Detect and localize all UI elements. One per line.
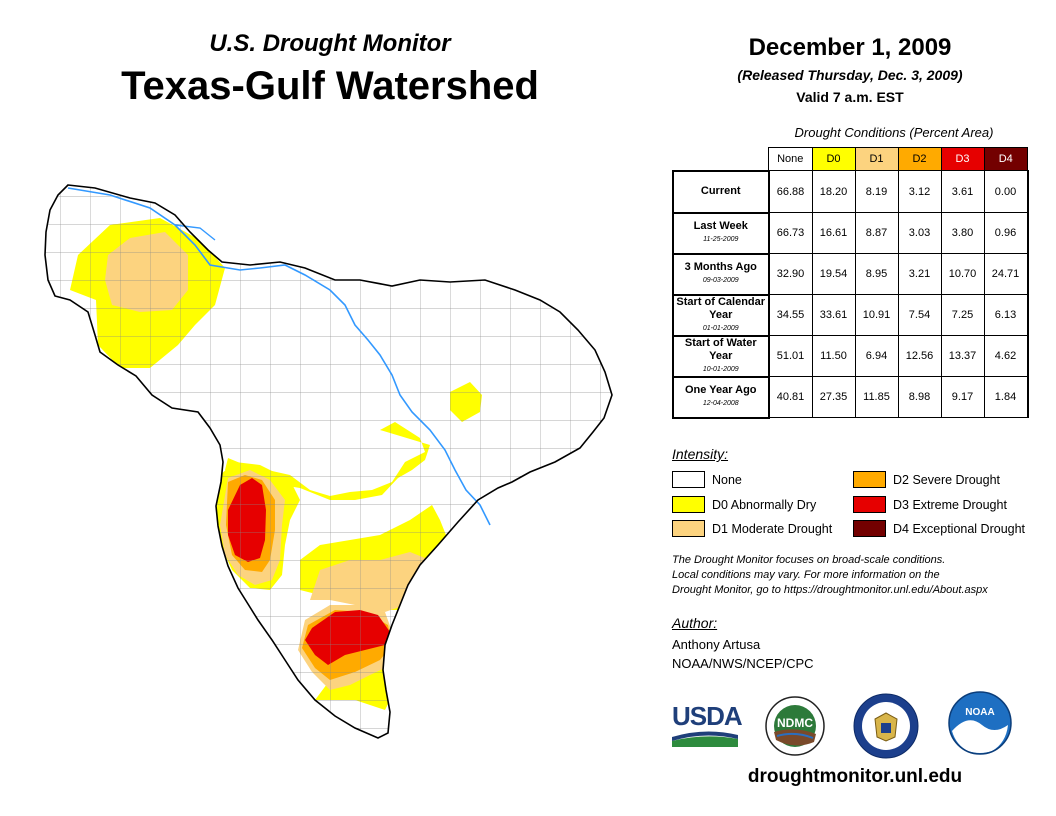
disclaimer-note: The Drought Monitor focuses on broad-sca… xyxy=(672,553,1042,598)
cell-value: 27.35 xyxy=(811,376,856,418)
table-corner xyxy=(673,147,769,171)
county-boundaries xyxy=(45,185,612,738)
cell-value: 13.37 xyxy=(940,335,985,377)
legend-title: Intensity: xyxy=(672,446,729,462)
legend-item-d1: D1 Moderate Drought xyxy=(672,520,832,537)
col-d1: D1 xyxy=(854,147,899,171)
usda-logo: USDA xyxy=(672,703,743,749)
author-heading: Author: xyxy=(672,615,718,631)
river-branch xyxy=(174,224,216,241)
legend-label: D4 Exceptional Drought xyxy=(893,521,1026,536)
legend-label: D0 Abnormally Dry xyxy=(712,497,817,512)
col-d3: D3 xyxy=(940,147,985,171)
legend-swatch xyxy=(853,496,886,513)
note-line: Drought Monitor, go to https://droughtmo… xyxy=(672,584,988,596)
cell-value: 40.81 xyxy=(768,376,813,418)
cell-value: 8.95 xyxy=(854,253,899,295)
cell-value: 11.50 xyxy=(811,335,856,377)
table-row: Start of Calendar Year 01-01-2009 34.55 3… xyxy=(672,293,1029,337)
legend-label: D1 Moderate Drought xyxy=(712,521,833,536)
table-row: Last Week 11-25-2009 66.73 16.61 8.87 3.0… xyxy=(672,211,1029,255)
map-super-title: U.S. Drought Monitor xyxy=(209,30,451,57)
table-row: Current 66.88 18.20 8.19 3.12 3.61 0.00 xyxy=(672,169,1029,214)
row-label: Current xyxy=(672,169,770,214)
cell-value: 11.85 xyxy=(854,376,899,418)
cell-value: 34.55 xyxy=(768,294,813,336)
col-none: None xyxy=(768,147,813,171)
table-row: Start of Water Year 10-01-2009 51.01 11.5… xyxy=(672,334,1029,378)
cell-value: 3.21 xyxy=(897,253,942,295)
legend-swatch xyxy=(853,520,886,537)
valid-time: Valid 7 a.m. EST xyxy=(796,89,904,105)
legend-swatch xyxy=(672,496,705,513)
cell-value: 0.00 xyxy=(983,170,1029,213)
row-label: 3 Months Ago 09-03-2009 xyxy=(672,252,770,296)
table-row: One Year Ago 12-04-2008 40.81 27.35 11.85… xyxy=(672,375,1029,419)
cell-value: 32.90 xyxy=(768,253,813,295)
cell-value: 4.62 xyxy=(983,335,1029,377)
legend-label: D2 Severe Drought xyxy=(893,472,1001,487)
table-row: 3 Months Ago 09-03-2009 32.90 19.54 8.95 … xyxy=(672,252,1029,296)
cell-value: 66.73 xyxy=(768,212,813,254)
legend-swatch xyxy=(853,471,886,488)
row-label: Last Week 11-25-2009 xyxy=(672,211,770,255)
cell-value: 0.96 xyxy=(983,212,1029,254)
legend-item-d0: D0 Abnormally Dry xyxy=(672,496,816,513)
legend-swatch xyxy=(672,520,705,537)
col-d2: D2 xyxy=(897,147,942,171)
note-line: Local conditions may vary. For more info… xyxy=(672,569,940,581)
row-label: One Year Ago 12-04-2008 xyxy=(672,375,770,419)
legend-item-none: None xyxy=(672,471,742,488)
ndmc-logo: NDMC xyxy=(765,696,825,756)
map-date: December 1, 2009 xyxy=(748,34,952,61)
col-d4: D4 xyxy=(983,147,1028,171)
cell-value: 19.54 xyxy=(811,253,856,295)
cell-value: 18.20 xyxy=(811,170,856,213)
cell-value: 8.87 xyxy=(854,212,899,254)
table-caption: Drought Conditions (Percent Area) xyxy=(794,125,994,140)
cell-value: 3.80 xyxy=(940,212,985,254)
row-label: Start of Water Year 10-01-2009 xyxy=(672,334,770,378)
cell-value: 8.98 xyxy=(897,376,942,418)
map-title: Texas-Gulf Watershed xyxy=(121,64,539,108)
cell-value: 10.70 xyxy=(940,253,985,295)
legend-label: D3 Extreme Drought xyxy=(893,497,1007,512)
col-d0: D0 xyxy=(811,147,856,171)
cell-value: 3.12 xyxy=(897,170,942,213)
website-url: droughtmonitor.unl.edu xyxy=(747,766,963,787)
author-name: Anthony Artusa xyxy=(672,637,761,652)
legend-label: None xyxy=(712,472,742,487)
noaa-logo: NOAA xyxy=(948,691,1012,755)
cell-value: 66.88 xyxy=(768,170,813,213)
legend-swatch xyxy=(672,471,705,488)
cell-value: 12.56 xyxy=(897,335,942,377)
cell-value: 7.25 xyxy=(940,294,985,336)
cell-value: 7.54 xyxy=(897,294,942,336)
cell-value: 6.13 xyxy=(983,294,1029,336)
legend-item-d2: D2 Severe Drought xyxy=(853,471,1000,488)
cell-value: 3.03 xyxy=(897,212,942,254)
cell-value: 3.61 xyxy=(940,170,985,213)
river xyxy=(67,187,491,526)
release-date: (Released Thursday, Dec. 3, 2009) xyxy=(737,67,963,83)
cell-value: 9.17 xyxy=(940,376,985,418)
author-organization: NOAA/NWS/NCEP/CPC xyxy=(672,656,814,671)
note-line: The Drought Monitor focuses on broad-sca… xyxy=(672,554,946,566)
legend-item-d3: D3 Extreme Drought xyxy=(853,496,1007,513)
legend-item-d4: D4 Exceptional Drought xyxy=(853,520,1025,537)
cell-value: 6.94 xyxy=(854,335,899,377)
commerce-seal-logo xyxy=(853,693,919,759)
watershed-outline xyxy=(44,184,613,739)
cell-value: 51.01 xyxy=(768,335,813,377)
cell-value: 10.91 xyxy=(854,294,899,336)
cell-value: 24.71 xyxy=(983,253,1029,295)
cell-value: 1.84 xyxy=(983,376,1029,418)
cell-value: 33.61 xyxy=(811,294,856,336)
cell-value: 8.19 xyxy=(854,170,899,213)
row-label: Start of Calendar Year 01-01-2009 xyxy=(672,293,770,337)
watershed-map xyxy=(44,184,613,739)
cell-value: 16.61 xyxy=(811,212,856,254)
drought-conditions-table: None D0 D1 D2 D3 D4 Current 66.88 18.20 … xyxy=(672,147,1029,419)
